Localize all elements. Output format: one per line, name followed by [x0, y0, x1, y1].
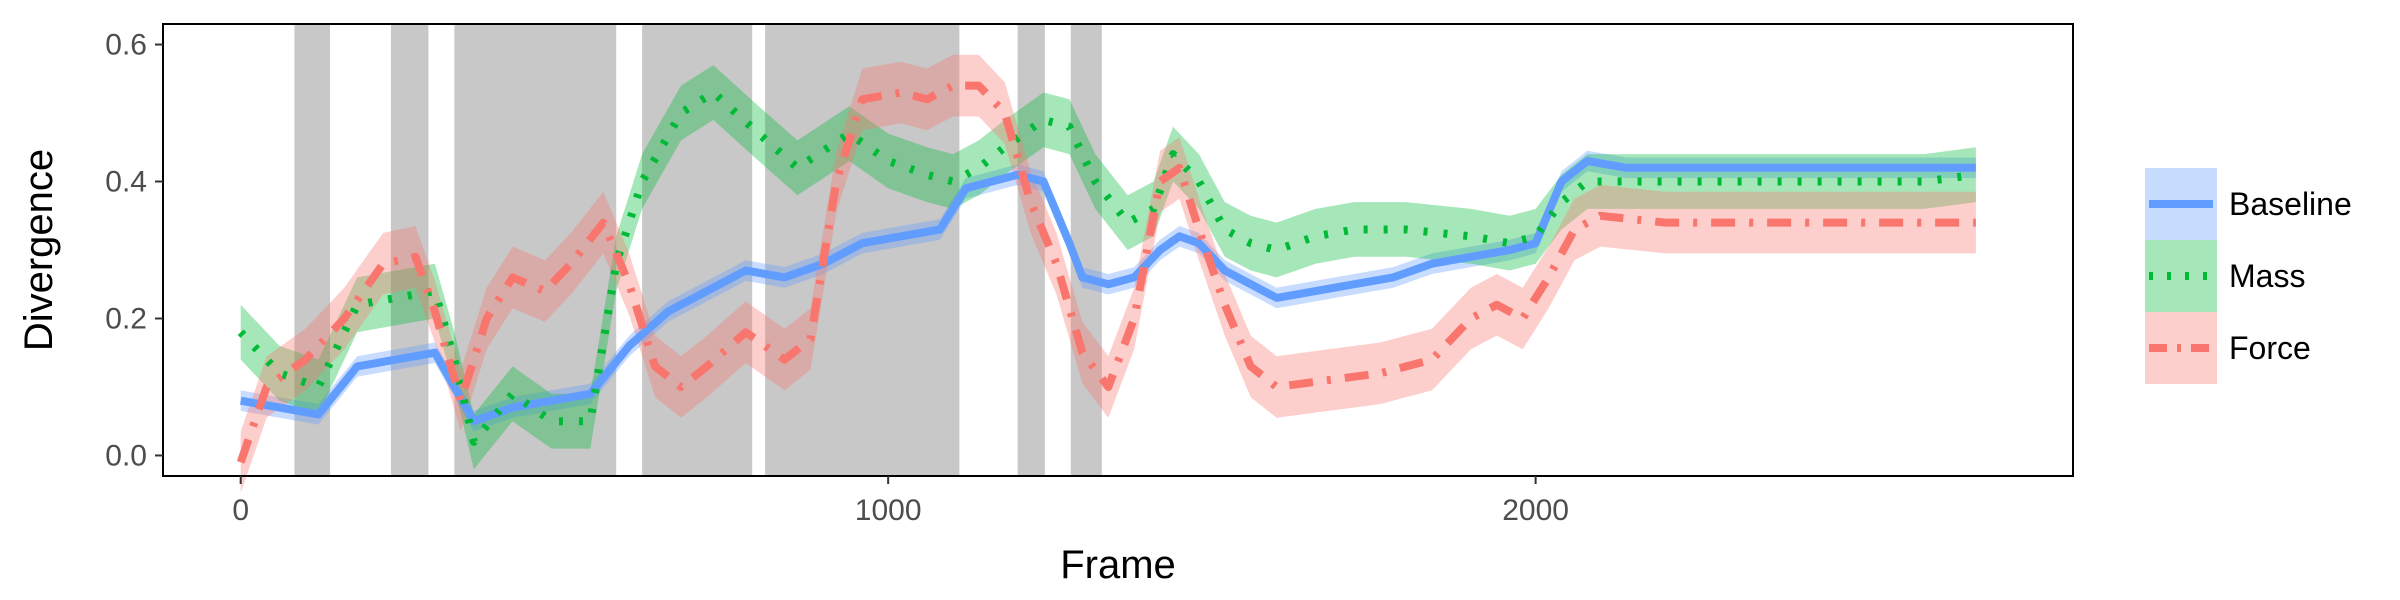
- x-tick-label: 2000: [1502, 494, 1569, 527]
- shaded-interval-2: [390, 24, 429, 476]
- series-lines: [236, 81, 1977, 464]
- legend-item-mass: Mass: [2145, 240, 2305, 312]
- line-baseline: [240, 157, 1976, 426]
- line-mass: [237, 88, 1977, 446]
- band-force: [240, 54, 1976, 494]
- legend-item-baseline: Baseline: [2145, 168, 2352, 240]
- shaded-intervals: [294, 24, 1102, 476]
- axes: 0 1000 2000 0.0 0.2 0.4 0.6: [105, 29, 1569, 527]
- y-tick-label: 0.6: [105, 29, 147, 62]
- x-tick-label: 1000: [855, 494, 922, 527]
- y-tick-label: 0.0: [105, 439, 147, 472]
- shaded-interval-4: [642, 24, 753, 476]
- shaded-interval-1: [294, 24, 331, 476]
- shaded-interval-6: [1017, 24, 1045, 476]
- plot-panel-border: [162, 23, 2074, 477]
- y-tick-label: 0.4: [105, 166, 147, 199]
- legend: Baseline Mass Force: [2145, 168, 2352, 384]
- x-axis-title: Frame: [1060, 543, 1176, 587]
- x-tick-label: 0: [232, 494, 249, 527]
- line-force: [236, 81, 1976, 464]
- y-tick-label: 0.2: [105, 302, 147, 335]
- legend-item-force: Force: [2145, 312, 2311, 384]
- legend-label: Baseline: [2229, 186, 2352, 222]
- legend-label: Mass: [2229, 258, 2305, 294]
- y-axis-title: Divergence: [17, 149, 61, 351]
- legend-label: Force: [2229, 330, 2311, 366]
